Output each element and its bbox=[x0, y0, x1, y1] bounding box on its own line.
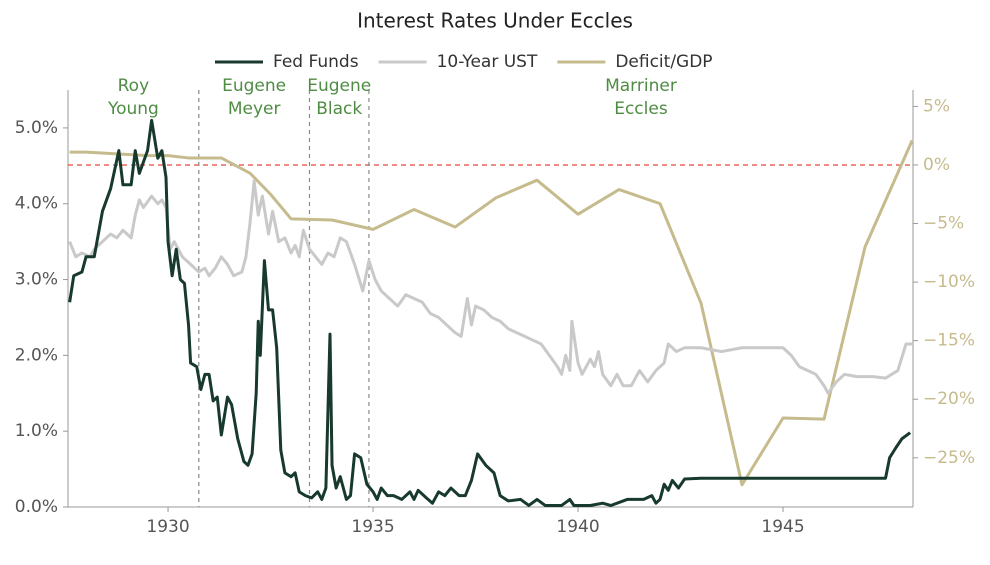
x-tick-label: 1935 bbox=[351, 517, 394, 537]
series-line bbox=[69, 139, 914, 487]
y-tick-label: 0.0% bbox=[15, 497, 58, 517]
y-tick-label: 3.0% bbox=[15, 270, 58, 290]
series-line bbox=[68, 179, 913, 395]
x-tick-label: 1930 bbox=[146, 517, 189, 537]
y2-tick-label: −15% bbox=[923, 331, 975, 351]
y2-tick-label: 5% bbox=[923, 96, 950, 116]
y-tick-label: 1.0% bbox=[15, 421, 58, 441]
annotation: Eccles bbox=[614, 99, 668, 119]
annotation: Meyer bbox=[228, 99, 281, 119]
annotation: Marriner bbox=[605, 76, 677, 96]
annotation: Young bbox=[107, 99, 159, 119]
y-tick-label: 4.0% bbox=[15, 194, 58, 214]
annotation: Eugene bbox=[307, 76, 371, 96]
x-tick-label: 1940 bbox=[556, 517, 599, 537]
y2-tick-label: −25% bbox=[923, 448, 975, 468]
y2-tick-label: −5% bbox=[923, 214, 964, 234]
series-line bbox=[68, 118, 912, 507]
y-tick-label: 2.0% bbox=[15, 345, 58, 365]
y2-tick-label: 0% bbox=[923, 155, 950, 175]
x-tick-label: 1945 bbox=[761, 517, 804, 537]
annotation: Black bbox=[316, 99, 362, 119]
legend-label: 10-Year UST bbox=[437, 52, 538, 72]
y2-tick-label: −10% bbox=[923, 272, 975, 292]
y-tick-label: 5.0% bbox=[15, 118, 58, 138]
legend-label: Deficit/GDP bbox=[615, 52, 712, 72]
legend-label: Fed Funds bbox=[273, 52, 359, 72]
annotation: Eugene bbox=[222, 76, 286, 96]
y2-tick-label: −20% bbox=[923, 389, 975, 409]
annotation: Roy bbox=[118, 76, 150, 96]
chart-title: Interest Rates Under Eccles bbox=[357, 9, 633, 33]
